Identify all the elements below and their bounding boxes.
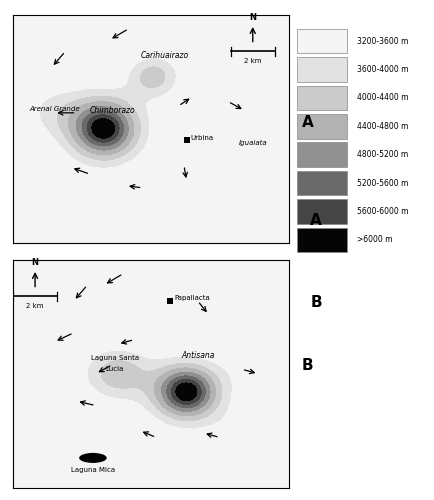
Bar — [168, 298, 174, 304]
Bar — [297, 28, 347, 54]
Text: 5200-5600 m: 5200-5600 m — [357, 178, 408, 188]
Text: B: B — [310, 295, 322, 310]
Text: Urbina: Urbina — [191, 134, 214, 140]
Bar — [297, 114, 347, 138]
Text: Arenal Grande: Arenal Grande — [29, 106, 80, 112]
Text: 4000-4400 m: 4000-4400 m — [357, 94, 409, 102]
Text: Laguna Mica: Laguna Mica — [71, 467, 115, 473]
Text: Carihuairazo: Carihuairazo — [141, 52, 189, 60]
Bar — [297, 57, 347, 82]
Text: 4400-4800 m: 4400-4800 m — [357, 122, 408, 131]
Text: Antisana: Antisana — [181, 351, 214, 360]
Bar — [297, 199, 347, 224]
Text: A: A — [310, 212, 322, 228]
Text: Papallacta: Papallacta — [174, 296, 210, 302]
Text: 4800-5200 m: 4800-5200 m — [357, 150, 408, 159]
Text: 5600-6000 m: 5600-6000 m — [357, 207, 409, 216]
Text: N: N — [32, 258, 39, 267]
Text: Igualata: Igualata — [239, 140, 268, 145]
Text: Chimborazo: Chimborazo — [89, 106, 135, 115]
Ellipse shape — [79, 453, 107, 463]
Bar — [297, 171, 347, 196]
Text: Laguna Santa: Laguna Santa — [91, 355, 139, 361]
Bar — [297, 142, 347, 167]
Bar — [297, 228, 347, 252]
Text: >6000 m: >6000 m — [357, 236, 393, 244]
Text: 2 km: 2 km — [26, 303, 44, 309]
Text: 2 km: 2 km — [244, 58, 262, 64]
Text: 3200-3600 m: 3200-3600 m — [357, 36, 408, 46]
Text: 3600-4000 m: 3600-4000 m — [357, 65, 409, 74]
Text: A: A — [302, 115, 313, 130]
Text: Lucia: Lucia — [106, 366, 124, 372]
Bar — [184, 138, 190, 143]
Text: N: N — [249, 13, 256, 22]
Text: B: B — [302, 358, 313, 374]
Bar — [297, 86, 347, 110]
